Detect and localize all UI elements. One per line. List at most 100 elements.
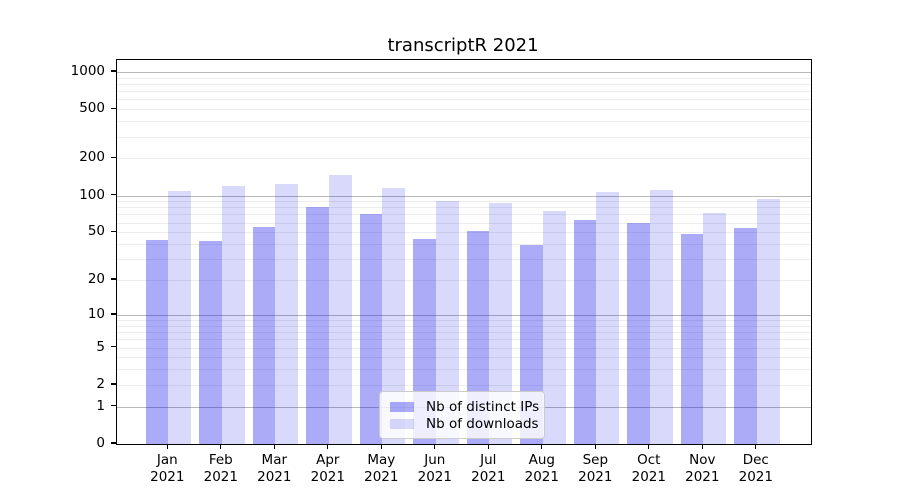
x-axis-tick <box>380 444 382 449</box>
bar-distinct-ips <box>199 241 222 444</box>
gridline-minor <box>117 77 811 79</box>
x-axis-tick <box>273 444 275 449</box>
bar-distinct-ips <box>359 213 383 444</box>
gridline-minor <box>117 244 811 246</box>
chart-title: transcriptR 2021 <box>387 35 539 56</box>
y-axis-tick <box>111 156 116 159</box>
y-axis-tick-label: 200 <box>79 149 105 166</box>
gridline-minor <box>117 214 811 216</box>
gridline-minor <box>117 222 811 224</box>
x-axis-tick <box>594 444 596 449</box>
legend-label: Nb of downloads <box>426 415 539 432</box>
x-axis-tick <box>487 444 489 449</box>
bar-downloads <box>221 185 245 444</box>
y-axis-tick-label: 1 <box>96 397 105 414</box>
y-axis-tick <box>111 230 116 232</box>
gridline-minor <box>117 99 811 101</box>
x-axis-tick <box>541 444 543 449</box>
x-axis-tick <box>166 444 168 449</box>
y-axis-tick-label: 0 <box>96 435 105 451</box>
bar-distinct-ips <box>306 206 329 444</box>
gridline-minor <box>117 339 811 341</box>
y-axis-tick <box>111 345 116 348</box>
gridline-minor <box>117 136 811 138</box>
y-axis-tick-label: 5 <box>96 338 105 355</box>
y-axis-tick <box>111 313 116 315</box>
gridline-minor <box>117 320 811 322</box>
y-axis-tick <box>111 383 116 385</box>
gridline-minor <box>117 109 811 111</box>
gridline-minor <box>117 207 811 209</box>
x-axis-tick-label: Feb 2021 <box>203 452 238 485</box>
bar-distinct-ips <box>252 227 276 444</box>
bar-downloads <box>489 202 513 444</box>
x-axis-tick <box>701 444 703 449</box>
x-axis-tick-label: Dec 2021 <box>738 452 773 485</box>
plot-area <box>116 59 812 445</box>
gridline-minor <box>117 347 811 349</box>
y-axis-tick <box>111 404 116 407</box>
x-axis-tick <box>434 444 436 449</box>
x-axis-tick-label: Jul 2021 <box>471 452 506 485</box>
gridline-minor <box>117 84 811 85</box>
bar-downloads <box>328 175 352 444</box>
bar-downloads <box>275 184 299 444</box>
gridline-minor <box>117 91 811 93</box>
gridline-minor <box>117 357 811 359</box>
y-axis-tick <box>111 70 116 72</box>
x-axis-tick-label: Jan 2021 <box>150 452 185 485</box>
bar-downloads <box>168 191 192 444</box>
bar-downloads <box>596 191 620 444</box>
x-axis-tick-label: Mar 2021 <box>257 452 292 485</box>
y-axis-tick-label: 1000 <box>70 63 105 79</box>
gridline-minor <box>117 369 811 371</box>
gridline-major <box>117 72 811 73</box>
y-axis-tick <box>111 193 116 196</box>
gridline-minor <box>117 325 811 327</box>
y-axis-tick <box>111 278 116 280</box>
gridline-minor <box>117 201 811 203</box>
y-axis-tick-label: 10 <box>87 305 105 322</box>
legend-swatch <box>390 418 414 429</box>
y-axis-tick-label: 500 <box>79 100 105 117</box>
gridline-minor <box>117 332 811 334</box>
bar-downloads <box>649 190 673 444</box>
gridline-major <box>117 195 811 197</box>
x-axis-tick-label: Apr 2021 <box>310 452 345 485</box>
bar-downloads <box>756 198 780 444</box>
bar-downloads <box>435 200 459 444</box>
x-axis-tick-label: Oct 2021 <box>631 452 666 485</box>
bar-distinct-ips <box>680 234 704 444</box>
x-axis-tick-label: May 2021 <box>364 452 399 485</box>
x-axis-tick <box>220 444 222 449</box>
gridline-minor <box>117 280 811 282</box>
legend-swatch <box>390 401 414 412</box>
legend: Nb of distinct IPs Nb of downloads <box>379 391 545 439</box>
bar-downloads <box>703 212 727 444</box>
bar-distinct-ips <box>145 240 169 444</box>
x-axis-tick-label: Nov 2021 <box>685 452 720 485</box>
x-axis-tick <box>755 444 757 449</box>
y-axis-tick-label: 100 <box>79 186 105 203</box>
x-axis-tick-label: Jun 2021 <box>417 452 452 485</box>
gridline-minor <box>117 121 811 123</box>
bar-distinct-ips <box>573 220 597 444</box>
x-axis-tick <box>327 444 329 449</box>
legend-label: Nb of distinct IPs <box>426 398 540 415</box>
gridline-minor <box>117 384 811 386</box>
legend-row: Nb of downloads <box>390 415 539 432</box>
y-axis-tick <box>111 107 116 109</box>
gridline-minor <box>117 259 811 261</box>
gridline-minor <box>117 158 811 160</box>
gridline-minor <box>117 232 811 234</box>
bar-downloads <box>542 210 566 444</box>
y-axis-tick <box>111 442 116 444</box>
y-axis-tick-label: 50 <box>87 223 105 240</box>
x-axis-tick-label: Aug 2021 <box>524 452 559 485</box>
gridline-major <box>117 314 811 316</box>
legend-row: Nb of distinct IPs <box>390 398 539 415</box>
x-axis-tick-label: Sep 2021 <box>578 452 613 485</box>
bar-downloads <box>382 187 406 444</box>
y-axis-tick-label: 2 <box>96 375 105 392</box>
bar-distinct-ips <box>466 231 490 444</box>
